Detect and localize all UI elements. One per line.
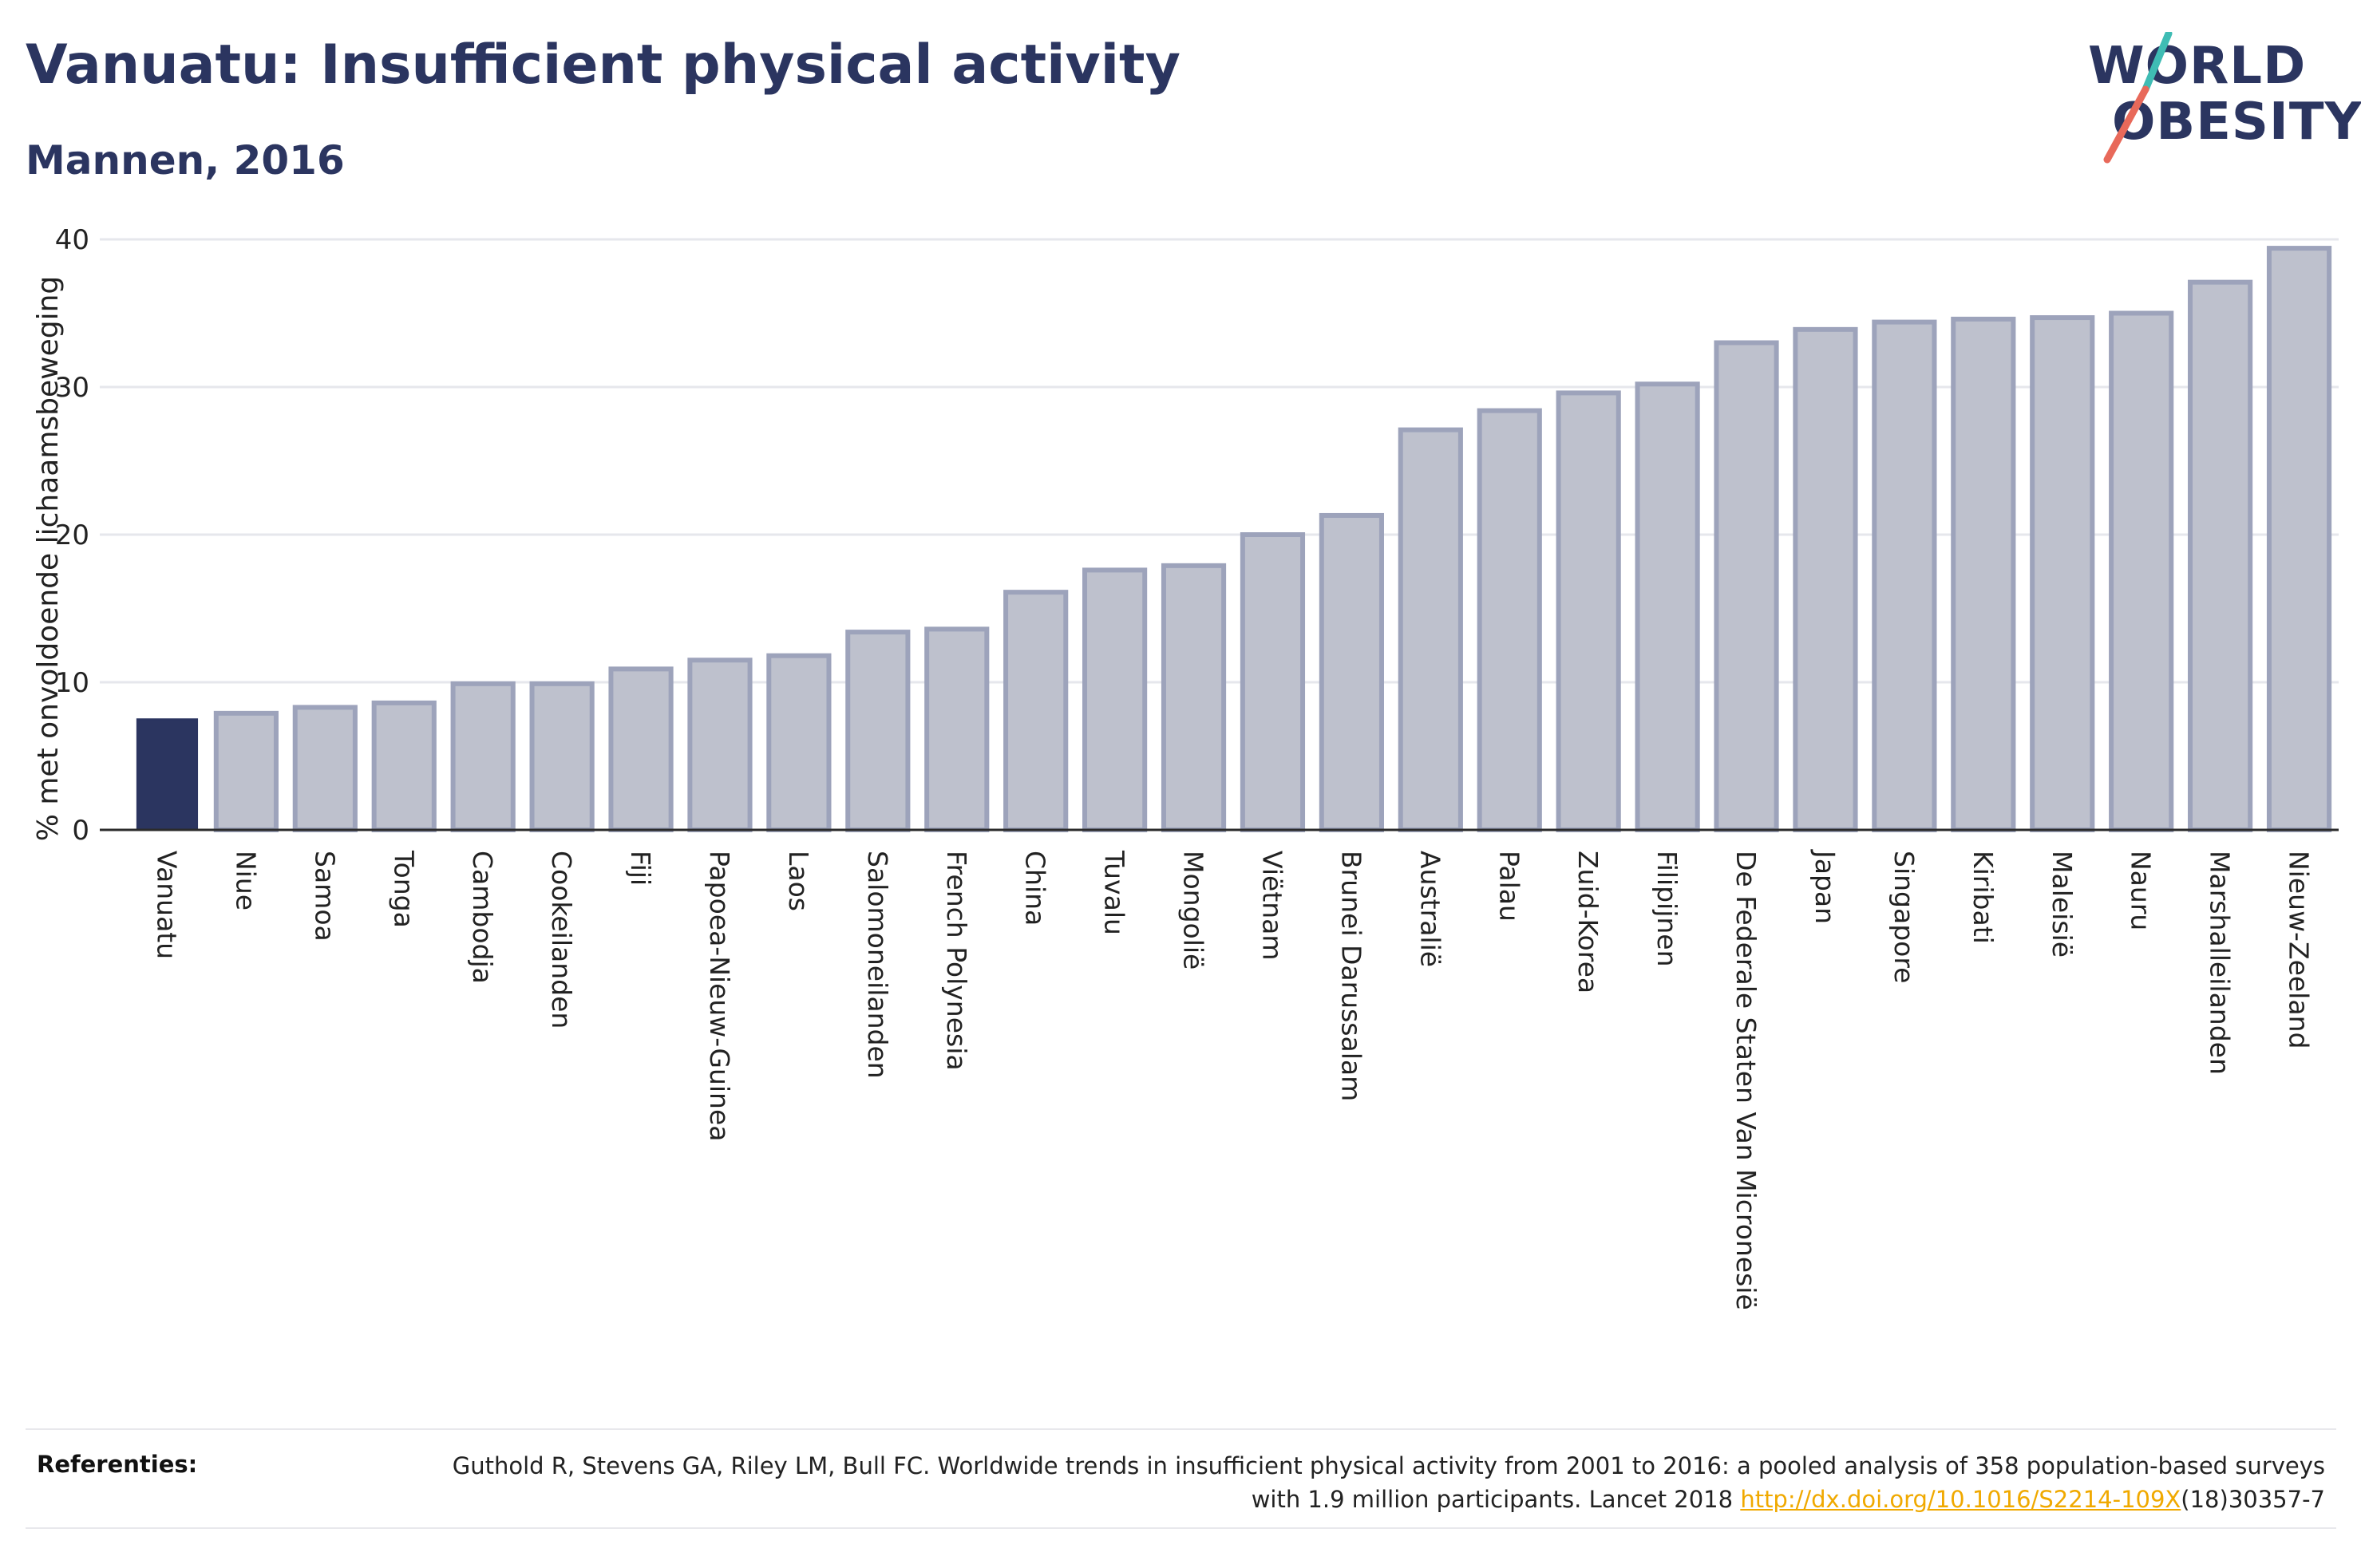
bar-vi-tnam	[1240, 532, 1306, 832]
world-obesity-logo: WORLD OBESITY	[2075, 32, 2361, 176]
x-tick-label: Palau	[1493, 851, 1525, 922]
x-tick-label: Japan	[1809, 849, 1841, 924]
x-tick-label: Papoea-Nieuw-Guinea	[704, 851, 735, 1141]
x-tick-label: China	[1020, 851, 1051, 926]
bar-singapore	[1872, 319, 1937, 833]
bar-salomoneilanden	[845, 630, 911, 832]
x-tick-label: Zuid-Korea	[1572, 851, 1604, 993]
bar-cambodja	[450, 681, 516, 832]
y-axis-label: % met onvoldoende lichaamsbeweging	[32, 276, 65, 842]
bar-marshalleilanden	[2188, 279, 2253, 832]
bar-zuid-korea	[1556, 390, 1621, 832]
bar-tuvalu	[1082, 567, 1148, 833]
x-tick-label: Laos	[783, 851, 814, 911]
bar-vanuatu	[136, 718, 199, 831]
bar-maleisi-	[2030, 315, 2095, 832]
x-tick-label: Nauru	[2126, 851, 2157, 930]
x-tick-label: Fiji	[625, 851, 656, 886]
y-tick-label: 20	[55, 519, 89, 551]
references-label: Referenties:	[37, 1451, 198, 1478]
bar-mongoli-	[1161, 563, 1227, 832]
bar-chart: 0 10 20 30 40 Vanuatu Niue Samoa Tonga Cambodja C…	[32, 224, 2339, 1310]
bar-laos	[766, 653, 832, 833]
x-tick-label: Nieuw-Zeeland	[2284, 851, 2315, 1049]
x-tick-label: Kiribati	[1968, 851, 1999, 944]
x-tick-label: Australië	[1414, 851, 1445, 967]
x-tick-label: Vanuatu	[151, 851, 182, 959]
bar-china	[1003, 590, 1069, 833]
bar-palau	[1477, 408, 1542, 832]
x-tick-label: Tonga	[388, 850, 419, 928]
bars	[100, 246, 2339, 833]
y-axis-ticks: 0 10 20 30 40	[55, 224, 89, 847]
logo-word-world: WORLD	[2088, 37, 2307, 96]
x-tick-label: Mongolië	[1178, 851, 1209, 970]
references-citation-suffix: (18)30357-7	[2181, 1486, 2325, 1513]
bar-cookeilanden	[529, 681, 595, 832]
logo-slash-icon	[2103, 32, 2173, 164]
bar-nieuw-zeeland	[2266, 246, 2332, 833]
logo-word-obesity: OBESITY	[2112, 93, 2361, 152]
x-tick-label: Singapore	[1888, 851, 1920, 983]
bar-french-polynesia	[924, 626, 990, 833]
bar-fiji	[608, 666, 674, 832]
bar-samoa	[292, 705, 358, 833]
x-tick-label: Tuvalu	[1099, 850, 1130, 935]
references-citation: Guthold R, Stevens GA, Riley LM, Bull FC…	[452, 1452, 2325, 1513]
chart-title: Vanuatu: Insufficient physical activity	[26, 34, 1180, 97]
x-tick-label: Maleisië	[2047, 851, 2078, 958]
x-tick-label: Cambodja	[467, 851, 498, 984]
bar-de-federale-staten-van-micronesi-	[1714, 340, 1779, 832]
x-tick-label: Samoa	[309, 851, 340, 942]
x-tick-label: Niue	[230, 851, 261, 910]
bar-papoea-nieuw-guinea	[687, 658, 753, 832]
references-text: Guthold R, Stevens GA, Riley LM, Bull FC…	[409, 1449, 2325, 1516]
x-tick-label: De Federale Staten Van Micronesië	[1730, 851, 1762, 1310]
x-tick-label: Brunei Darussalam	[1335, 851, 1366, 1101]
bar-filipijnen	[1635, 381, 1700, 832]
y-tick-label: 10	[55, 667, 89, 699]
x-tick-label: French Polynesia	[941, 851, 972, 1071]
references-section: Referenties: Guthold R, Stevens GA, Rile…	[26, 1428, 2336, 1529]
y-tick-label: 0	[72, 815, 89, 847]
x-tick-label: Marshalleilanden	[2205, 851, 2236, 1075]
y-tick-label: 30	[55, 372, 89, 404]
bar-tonga	[371, 700, 437, 833]
bar-brunei-darussalam	[1319, 512, 1384, 832]
bar-kiribati	[1951, 316, 2016, 832]
bar-australi-	[1398, 427, 1463, 833]
bar-nauru	[2109, 310, 2174, 832]
x-axis-ticks: Vanuatu Niue Samoa Tonga Cambodja Cookeilande…	[151, 849, 2314, 1310]
x-tick-label: Filipijnen	[1651, 851, 1683, 967]
bar-japan	[1793, 326, 1858, 833]
references-doi-link[interactable]: http://dx.doi.org/10.1016/S2214-109X	[1740, 1486, 2181, 1513]
x-tick-label: Salomoneilanden	[862, 851, 893, 1079]
x-tick-label: Cookeilanden	[546, 851, 577, 1029]
chart-subtitle: Mannen, 2016	[26, 137, 345, 184]
bar-niue	[213, 710, 279, 832]
x-tick-label: Viëtnam	[1256, 851, 1287, 961]
y-tick-label: 40	[55, 224, 89, 256]
